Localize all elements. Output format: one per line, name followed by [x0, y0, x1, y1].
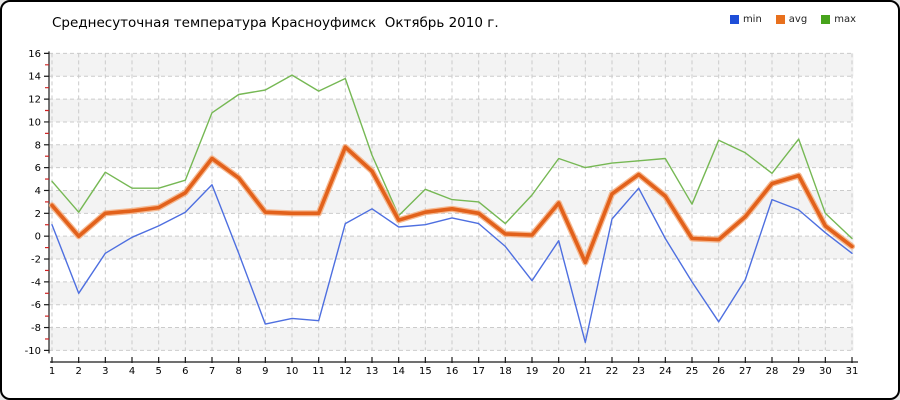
legend-item-max: max	[821, 14, 856, 25]
y-axis: 16 14 12 10 8 6 4 2 0 -2 -4 -6 -8 -10	[25, 49, 50, 357]
y-tick-label: 14	[28, 72, 41, 83]
legend-item-min: min	[729, 14, 762, 25]
x-axis: 1 2 3 4 5 6 7 8 9 10 11 12 13 14 15 16 17 18 19 20 21 22 23 24 2…	[49, 357, 859, 377]
y-tick-label: -2	[31, 255, 41, 266]
legend: min avg max	[729, 14, 856, 25]
x-tick-label: 6	[182, 366, 188, 377]
y-tick-label: -10	[25, 346, 41, 357]
avg-line	[48, 144, 856, 266]
max-line	[51, 74, 853, 240]
y-tick-label: 8	[35, 140, 41, 151]
x-tick-label: 2	[75, 366, 81, 377]
page-title: Среднесуточная температура Красноуфимск …	[52, 15, 499, 31]
x-tick-label: 18	[499, 366, 512, 377]
legend-item-avg: avg	[775, 14, 808, 25]
y-tick-label: 0	[35, 232, 41, 243]
x-tick-label: 5	[155, 366, 161, 377]
x-tick-label: 12	[339, 366, 352, 377]
x-tick-label: 23	[632, 366, 645, 377]
min-swatch-icon	[729, 15, 739, 24]
x-tick-label: 26	[712, 366, 725, 377]
y-tick-label: 4	[35, 186, 41, 197]
x-tick-label: 24	[659, 366, 672, 377]
x-tick-label: 9	[262, 366, 268, 377]
x-tick-label: 28	[766, 366, 779, 377]
y-tick-label: 10	[28, 117, 41, 128]
x-tick-label: 20	[552, 366, 565, 377]
plot-bands	[49, 53, 854, 351]
legend-label-max: max	[834, 14, 856, 25]
x-tick-label: 31	[846, 366, 859, 377]
x-tick-label: 7	[209, 366, 215, 377]
y-tick-label: -6	[31, 300, 41, 311]
x-tick-label: 30	[819, 366, 832, 377]
x-tick-label: 21	[579, 366, 592, 377]
x-tick-label: 14	[392, 366, 405, 377]
x-tick-label: 8	[235, 366, 241, 377]
y-tick-label: 12	[28, 95, 41, 106]
max-swatch-icon	[821, 15, 831, 24]
x-tick-label: 29	[792, 366, 805, 377]
y-tick-label: 6	[35, 163, 41, 174]
y-tick-label: 16	[28, 49, 41, 60]
x-tick-label: 22	[606, 366, 619, 377]
y-tick-label: -4	[31, 277, 41, 288]
legend-label-avg: avg	[788, 14, 808, 25]
y-tick-label: -8	[31, 323, 41, 334]
legend-label-min: min	[742, 14, 762, 25]
x-tick-label: 13	[366, 366, 379, 377]
x-tick-label: 19	[526, 366, 539, 377]
x-tick-label: 27	[739, 366, 752, 377]
x-tick-label: 15	[419, 366, 432, 377]
avg-swatch-icon	[775, 15, 785, 24]
x-tick-label: 10	[286, 366, 299, 377]
x-tick-label: 3	[102, 366, 108, 377]
x-tick-label: 25	[686, 366, 699, 377]
x-tick-label: 1	[49, 366, 55, 377]
x-tick-label: 11	[312, 366, 325, 377]
x-tick-label: 16	[446, 366, 459, 377]
y-tick-label: 2	[35, 209, 41, 220]
min-line	[51, 184, 853, 344]
x-tick-label: 17	[472, 366, 485, 377]
x-tick-label: 4	[129, 366, 135, 377]
